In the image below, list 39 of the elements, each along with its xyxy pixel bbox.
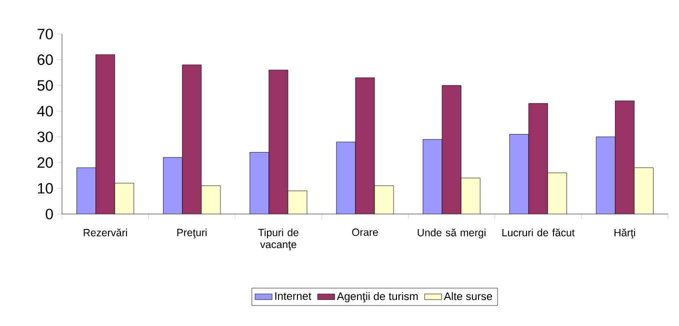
bar bbox=[510, 134, 529, 214]
bar bbox=[634, 168, 654, 214]
x-tick-label: Preţuri bbox=[177, 228, 207, 238]
bar bbox=[596, 136, 616, 214]
y-tick-label: 20 bbox=[38, 157, 53, 168]
legend-label: Agenţii de turism bbox=[336, 292, 418, 302]
bar bbox=[163, 157, 182, 214]
bar bbox=[96, 54, 115, 214]
bar bbox=[528, 103, 548, 214]
x-tick-label: Orare bbox=[352, 228, 378, 236]
x-tick-label: Unde să mergi bbox=[418, 228, 486, 238]
y-tick-label: 0 bbox=[46, 208, 53, 220]
x-tick-label: Lucruri de făcut bbox=[502, 228, 575, 236]
y-tick-label: 30 bbox=[37, 132, 53, 142]
bar bbox=[114, 183, 134, 214]
bar bbox=[268, 70, 288, 214]
y-tick-label: 60 bbox=[38, 54, 53, 65]
legend-label: Internet bbox=[275, 292, 312, 300]
x-tick-label: Tipuri de vacanţe bbox=[258, 228, 298, 250]
bar bbox=[182, 64, 202, 214]
bar bbox=[423, 139, 442, 214]
bar bbox=[76, 168, 96, 214]
bar bbox=[548, 172, 567, 214]
x-tick-label: Rezervări bbox=[84, 228, 127, 236]
y-tick-label: 50 bbox=[37, 80, 53, 91]
bar bbox=[461, 178, 480, 214]
bar bbox=[374, 186, 394, 214]
y-tick-label: 40 bbox=[37, 106, 53, 116]
bar bbox=[201, 186, 220, 214]
bar bbox=[442, 85, 462, 214]
y-tick-label: 10 bbox=[38, 182, 53, 194]
x-tick-label: Hărţi bbox=[614, 228, 636, 238]
y-tick-label: 70 bbox=[38, 28, 53, 40]
legend-label: Alte surse bbox=[444, 292, 492, 300]
bar bbox=[615, 100, 634, 214]
bar bbox=[336, 142, 356, 214]
bar bbox=[355, 78, 375, 214]
bar bbox=[250, 152, 269, 214]
bar bbox=[288, 190, 307, 214]
